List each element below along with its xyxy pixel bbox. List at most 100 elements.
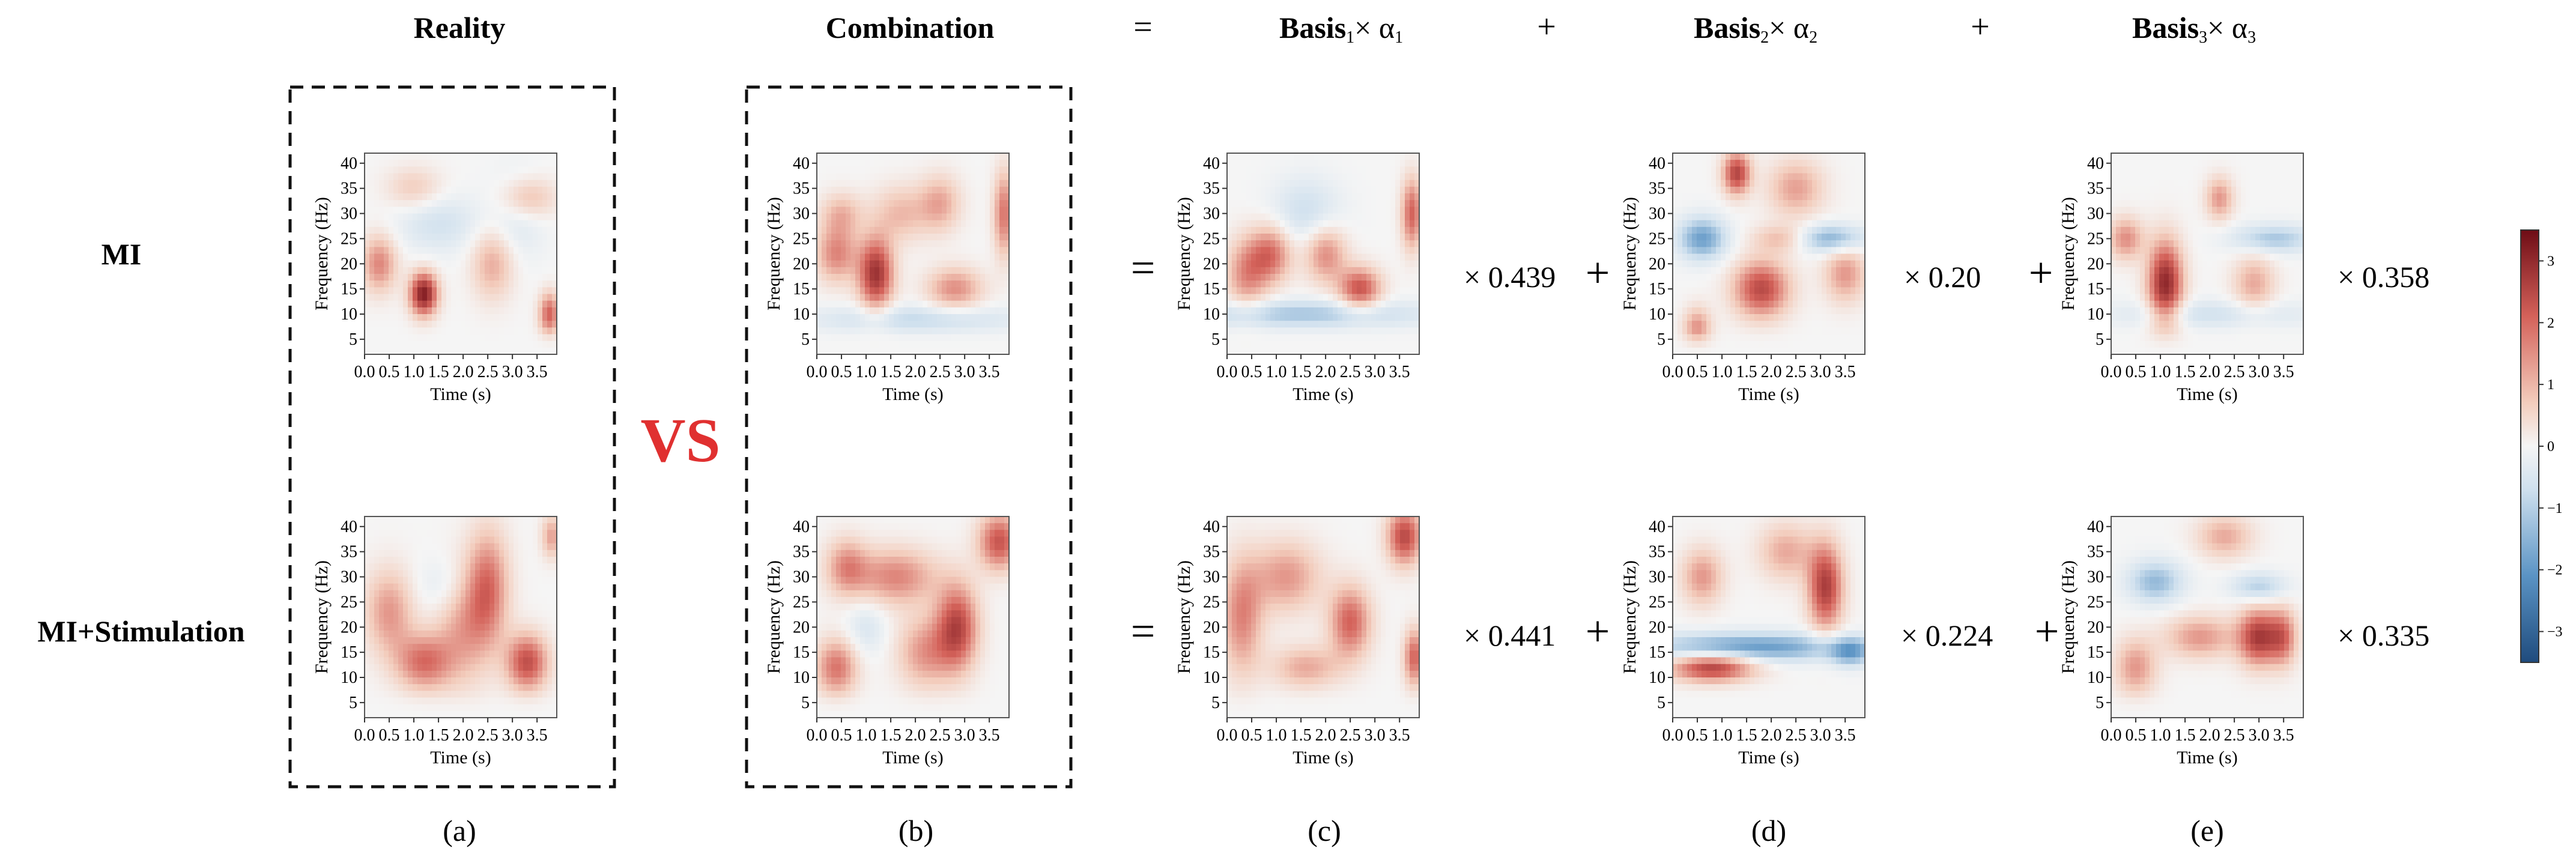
heatmap-cell xyxy=(528,160,533,167)
heatmap-cell xyxy=(1817,307,1822,315)
heatmap-cell xyxy=(1726,207,1731,214)
heatmap-cell xyxy=(1299,187,1305,194)
heatmap-cell xyxy=(1702,214,1707,221)
heatmap-cell xyxy=(1673,234,1678,241)
heatmap-cell xyxy=(846,174,851,181)
heatmap-cell xyxy=(1410,261,1415,268)
heatmap-cell xyxy=(446,187,452,194)
heatmap-cell xyxy=(817,321,822,328)
heatmap-cell xyxy=(913,153,918,160)
heatmap-cell xyxy=(985,193,990,201)
heatmap-cell xyxy=(1764,274,1769,281)
heatmap-cell xyxy=(432,321,437,328)
heatmap-cell xyxy=(1850,261,1856,268)
heatmap-cell xyxy=(1371,314,1377,321)
heatmap-cell xyxy=(1362,227,1367,234)
heatmap-cell xyxy=(831,254,837,261)
heatmap-cell xyxy=(1836,287,1841,294)
heatmap-cell xyxy=(899,335,904,342)
heatmap-cell xyxy=(1342,301,1348,308)
heatmap-cell xyxy=(1352,280,1357,288)
heatmap-cell xyxy=(374,321,380,328)
heatmap-cell xyxy=(475,200,480,207)
heatmap-cell xyxy=(894,261,899,268)
heatmap-cell xyxy=(937,227,942,234)
heatmap-cell xyxy=(1352,153,1357,160)
heatmap-cell xyxy=(1371,327,1377,335)
heatmap-cell xyxy=(1304,220,1309,228)
heatmap-cell xyxy=(369,207,375,214)
heatmap-cell xyxy=(1352,341,1357,348)
heatmap-cell xyxy=(1778,220,1784,228)
heatmap-cell xyxy=(1788,307,1793,315)
heatmap-cell xyxy=(1764,261,1769,268)
heatmap-cell xyxy=(826,214,832,221)
heatmap-cell xyxy=(456,234,461,241)
heatmap-cell xyxy=(1831,160,1837,167)
heatmap-cell xyxy=(1721,341,1726,348)
heatmap-cell xyxy=(528,214,533,221)
heatmap-cell xyxy=(1357,327,1362,335)
heatmap-cell xyxy=(538,321,543,328)
heatmap-cell xyxy=(509,174,514,181)
heatmap-cell xyxy=(432,200,437,207)
heatmap-cell xyxy=(1410,280,1415,288)
heatmap-cell xyxy=(509,200,514,207)
heatmap-cell xyxy=(1314,174,1319,181)
heatmap-cell xyxy=(971,307,976,315)
heatmap-cell xyxy=(889,187,894,194)
heatmap-cell xyxy=(1783,180,1789,187)
heatmap-cell xyxy=(1846,234,1851,241)
heatmap-cell xyxy=(393,335,399,342)
heatmap-cell xyxy=(432,193,437,201)
heatmap-cell xyxy=(1697,321,1702,328)
heatmap-cell xyxy=(817,207,822,214)
heatmap-cell xyxy=(822,321,827,328)
heatmap-cell xyxy=(1251,193,1256,201)
heatmap-cell xyxy=(389,207,394,214)
heatmap-cell xyxy=(384,220,389,228)
coef-mis-2: × 0.224 xyxy=(1901,619,1993,652)
heatmap-cell xyxy=(384,280,389,288)
heatmap-cell xyxy=(1362,180,1367,187)
heatmap-cell xyxy=(475,214,480,221)
heatmap-cell xyxy=(1357,287,1362,294)
heatmap-cell xyxy=(533,294,538,301)
heatmap-cell xyxy=(1309,207,1314,214)
heatmap-cell xyxy=(369,327,375,335)
heatmap-cell xyxy=(1237,227,1242,234)
heatmap-cell xyxy=(908,301,914,308)
heatmap-cell xyxy=(480,227,485,234)
heatmap-cell xyxy=(1846,220,1851,228)
heatmap-cell xyxy=(1241,166,1247,174)
heatmap-cell xyxy=(1702,187,1707,194)
heatmap-cell xyxy=(379,227,384,234)
heatmap-cell xyxy=(1395,280,1401,288)
heatmap-cell xyxy=(504,254,509,261)
heatmap-cell xyxy=(870,180,875,187)
heatmap-cell xyxy=(1822,321,1827,328)
heatmap-cell xyxy=(451,261,456,268)
heatmap-cell xyxy=(1261,187,1266,194)
heatmap-cell xyxy=(1371,200,1377,207)
heatmap-cell xyxy=(1338,261,1343,268)
heatmap-cell xyxy=(1357,294,1362,301)
heatmap-cell xyxy=(470,247,476,254)
heatmap-cell xyxy=(1371,294,1377,301)
heatmap-cell xyxy=(1256,214,1261,221)
heatmap-cell xyxy=(1745,287,1750,294)
heatmap-cell xyxy=(985,187,990,194)
heatmap-cell xyxy=(1395,247,1401,254)
heatmap-cell xyxy=(393,247,399,254)
heatmap-cell xyxy=(1817,247,1822,254)
heatmap-cell xyxy=(1764,321,1769,328)
heatmap-cell xyxy=(1774,274,1779,281)
heatmap-cell xyxy=(1347,287,1353,294)
heatmap-cell xyxy=(942,220,947,228)
heatmap-cell xyxy=(417,247,423,254)
heatmap-cell xyxy=(918,274,923,281)
heatmap-cell xyxy=(995,348,1000,355)
heatmap-cell xyxy=(913,174,918,181)
heatmap-cell xyxy=(1721,200,1726,207)
heatmap-cell xyxy=(1702,166,1707,174)
